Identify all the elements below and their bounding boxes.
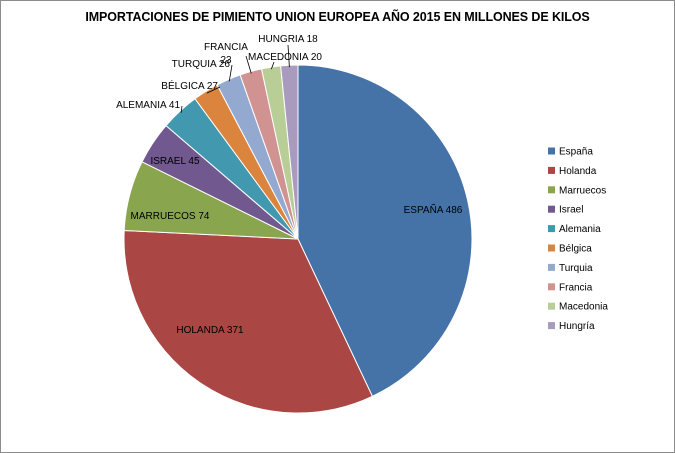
- leader-line-hungria: [287, 44, 290, 68]
- legend-swatch-marruecos: [548, 186, 555, 194]
- legend-entry-marruecos: Marruecos: [559, 185, 606, 196]
- data-label-alemania: ALEMANIA 41: [116, 100, 180, 111]
- legend-swatch-holanda: [548, 166, 555, 174]
- chart-title: IMPORTACIONES DE PIMIENTO UNION EUROPEA …: [85, 10, 590, 24]
- legend-swatch-belgica: [548, 244, 555, 252]
- legend-swatch-espana: [548, 147, 555, 155]
- pie-slice-holanda: [123, 230, 374, 414]
- legend-swatch-macedonia: [548, 302, 555, 310]
- legend-swatch-hungria: [548, 322, 555, 330]
- legend-entry-hungria: Hungría: [559, 321, 595, 332]
- legend-entry-israel: Israel: [559, 205, 583, 216]
- legend: España Holanda Marruecos Israel Alemania Bélg…: [548, 147, 608, 332]
- pie-slice-espana: [297, 64, 473, 397]
- leader-line-macedonia: [270, 61, 275, 70]
- legend-swatch-francia: [548, 283, 555, 291]
- data-label-francia: FRANCIA 23: [204, 42, 248, 66]
- legend-swatch-turquia: [548, 263, 555, 271]
- data-labels: ESPAÑA 486 HOLANDA 371 MARRUECOS 74 ISRAEL …: [116, 34, 463, 336]
- legend-swatch-alemania: [548, 225, 555, 233]
- leader-line-belgica: [206, 86, 221, 94]
- data-label-belgica: BÉLGICA 27: [161, 79, 218, 92]
- data-label-hungria: HUNGRIA 18: [258, 34, 318, 45]
- leader-line-turquia: [228, 64, 233, 82]
- legend-entry-alemania: Alemania: [559, 224, 601, 235]
- leader-lines: [180, 44, 290, 113]
- data-label-espana: ESPAÑA 486: [404, 203, 463, 216]
- leader-line-francia: [245, 55, 252, 74]
- data-label-marruecos: MARRUECOS 74: [131, 211, 210, 222]
- legend-entry-francia: Francia: [559, 282, 593, 293]
- data-label-israel: ISRAEL 45: [150, 156, 200, 167]
- data-label-holanda: HOLANDA 371: [176, 325, 244, 336]
- data-label-macedonia: MACEDONIA 20: [248, 52, 322, 63]
- legend-swatch-israel: [548, 205, 555, 213]
- legend-entry-holanda: Holanda: [559, 166, 597, 177]
- data-label-turquia: TURQUIA 26: [172, 59, 231, 70]
- leader-line-alemania: [180, 105, 183, 113]
- legend-entry-belgica: Bélgica: [559, 244, 592, 255]
- legend-entry-turquia: Turquia: [559, 263, 593, 274]
- legend-entry-espana: España: [559, 147, 593, 158]
- pie-slices: [123, 64, 473, 414]
- legend-entry-macedonia: Macedonia: [559, 302, 608, 313]
